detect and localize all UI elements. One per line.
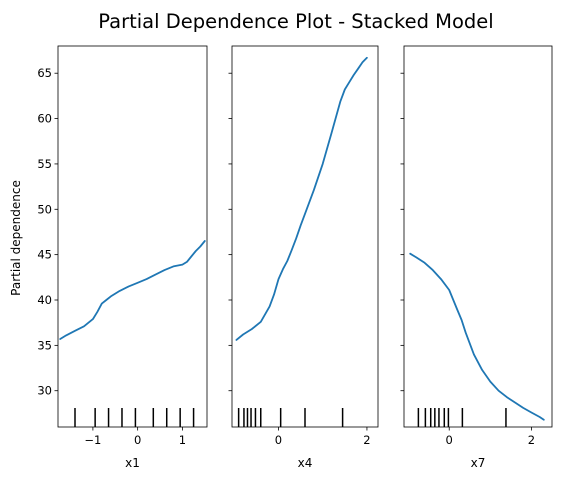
y-tick-label: 65 [37, 66, 52, 80]
panels-layer: 30 35 40 45 50 55 60 65 −1 0 1 x1 0 2 x4 0 2 x7 [37, 46, 552, 470]
panel-1: 30 35 40 45 50 55 60 65 −1 0 1 x1 [37, 46, 207, 470]
y-axis-label: Partial dependence [9, 180, 23, 296]
x-axis-label: x7 [471, 456, 486, 470]
x-tick-label: 0 [275, 433, 282, 447]
y-tick-label: 45 [37, 248, 52, 262]
x-tick-label: 0 [134, 433, 141, 447]
y-tick-label: 60 [37, 112, 52, 126]
pd-line-x4 [236, 58, 367, 340]
x-tick-label: −1 [84, 433, 101, 447]
y-tick-label: 40 [37, 293, 52, 307]
x-tick-label: 1 [179, 433, 186, 447]
y-tick-label: 30 [37, 384, 52, 398]
panel-2: 0 2 x4 [229, 46, 379, 470]
panel-3-frame [404, 46, 552, 427]
y-tick-label: 35 [37, 338, 52, 352]
panel-1-frame [58, 46, 207, 427]
y-tick-label: 55 [37, 157, 52, 171]
panel-3: 0 2 x7 [401, 46, 553, 470]
chart-title: Partial Dependence Plot - Stacked Model [98, 10, 493, 33]
x-tick-label: 2 [363, 433, 370, 447]
pd-line-x1 [60, 241, 205, 339]
x-axis-label: x4 [298, 456, 313, 470]
y-tick-label: 50 [37, 202, 52, 216]
x-axis-label: x1 [125, 456, 140, 470]
x-tick-label: 0 [446, 433, 453, 447]
pd-line-x7 [410, 254, 544, 420]
panel-2-frame [232, 46, 378, 427]
x-tick-label: 2 [528, 433, 535, 447]
